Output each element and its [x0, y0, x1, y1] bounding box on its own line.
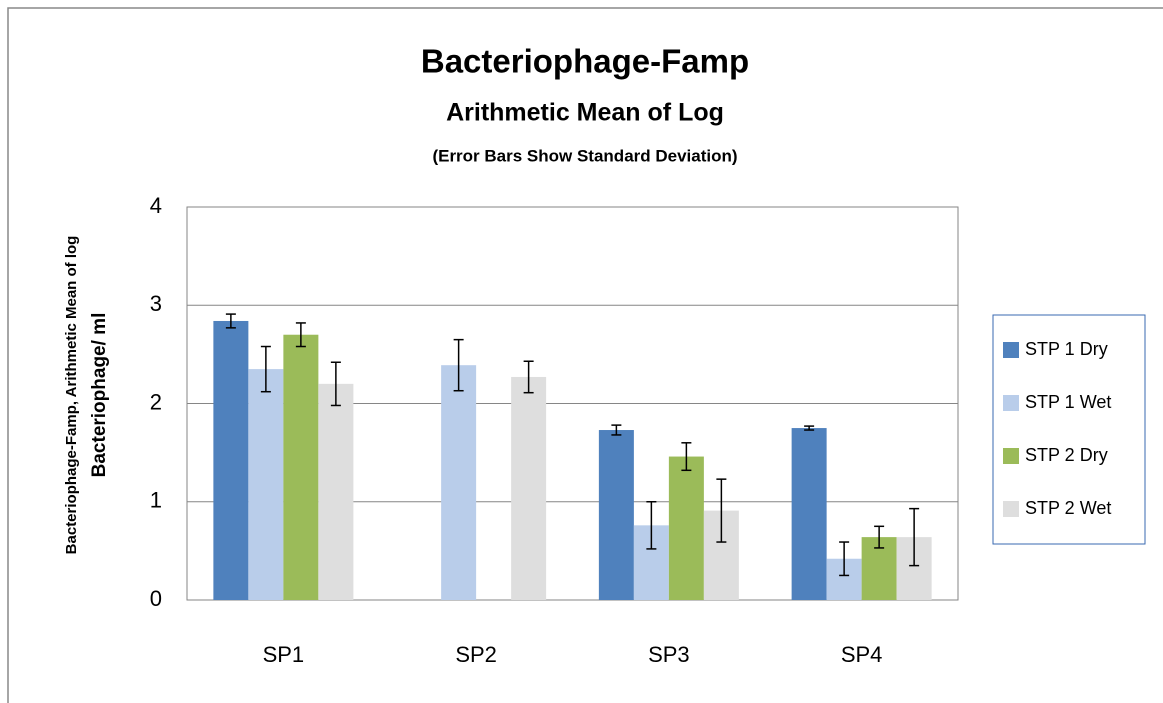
bar: [791, 428, 827, 600]
chart-subtitle: Arithmetic Mean of Log: [446, 99, 724, 127]
y-tick-label: 2: [150, 389, 162, 414]
bar: [283, 334, 319, 600]
x-tick-label: SP1: [263, 642, 305, 667]
bar: [248, 369, 284, 600]
bar: [668, 456, 704, 600]
legend-label: STP 2 Wet: [1025, 498, 1111, 518]
bar: [441, 365, 477, 600]
chart-title: Bacteriophage-Famp: [421, 43, 749, 80]
bar: [511, 376, 547, 600]
legend-swatch: [1003, 501, 1019, 517]
chart-frame: [7, 7, 1163, 703]
legend-label: STP 1 Wet: [1025, 392, 1111, 412]
y-tick-label: 4: [150, 193, 162, 218]
legend-label: STP 2 Dry: [1025, 445, 1108, 465]
y-tick-label: 1: [150, 488, 162, 513]
y-axis-label: Bacteriophage-Famp, Arithmetic Mean of l…: [63, 236, 80, 555]
y-tick-label: 3: [150, 291, 162, 316]
legend-swatch: [1003, 342, 1019, 358]
bar: [213, 320, 249, 600]
x-tick-label: SP4: [841, 642, 883, 667]
chart-note: (Error Bars Show Standard Deviation): [432, 146, 737, 165]
y-tick-label: 0: [150, 586, 162, 611]
x-tick-label: SP2: [455, 642, 497, 667]
y-axis-label: Bacteriophage/ ml: [89, 313, 110, 478]
bar: [318, 383, 354, 600]
legend-label: STP 1 Dry: [1025, 339, 1108, 359]
legend-swatch: [1003, 395, 1019, 411]
bar: [598, 430, 634, 600]
x-tick-label: SP3: [648, 642, 690, 667]
legend-swatch: [1003, 448, 1019, 464]
